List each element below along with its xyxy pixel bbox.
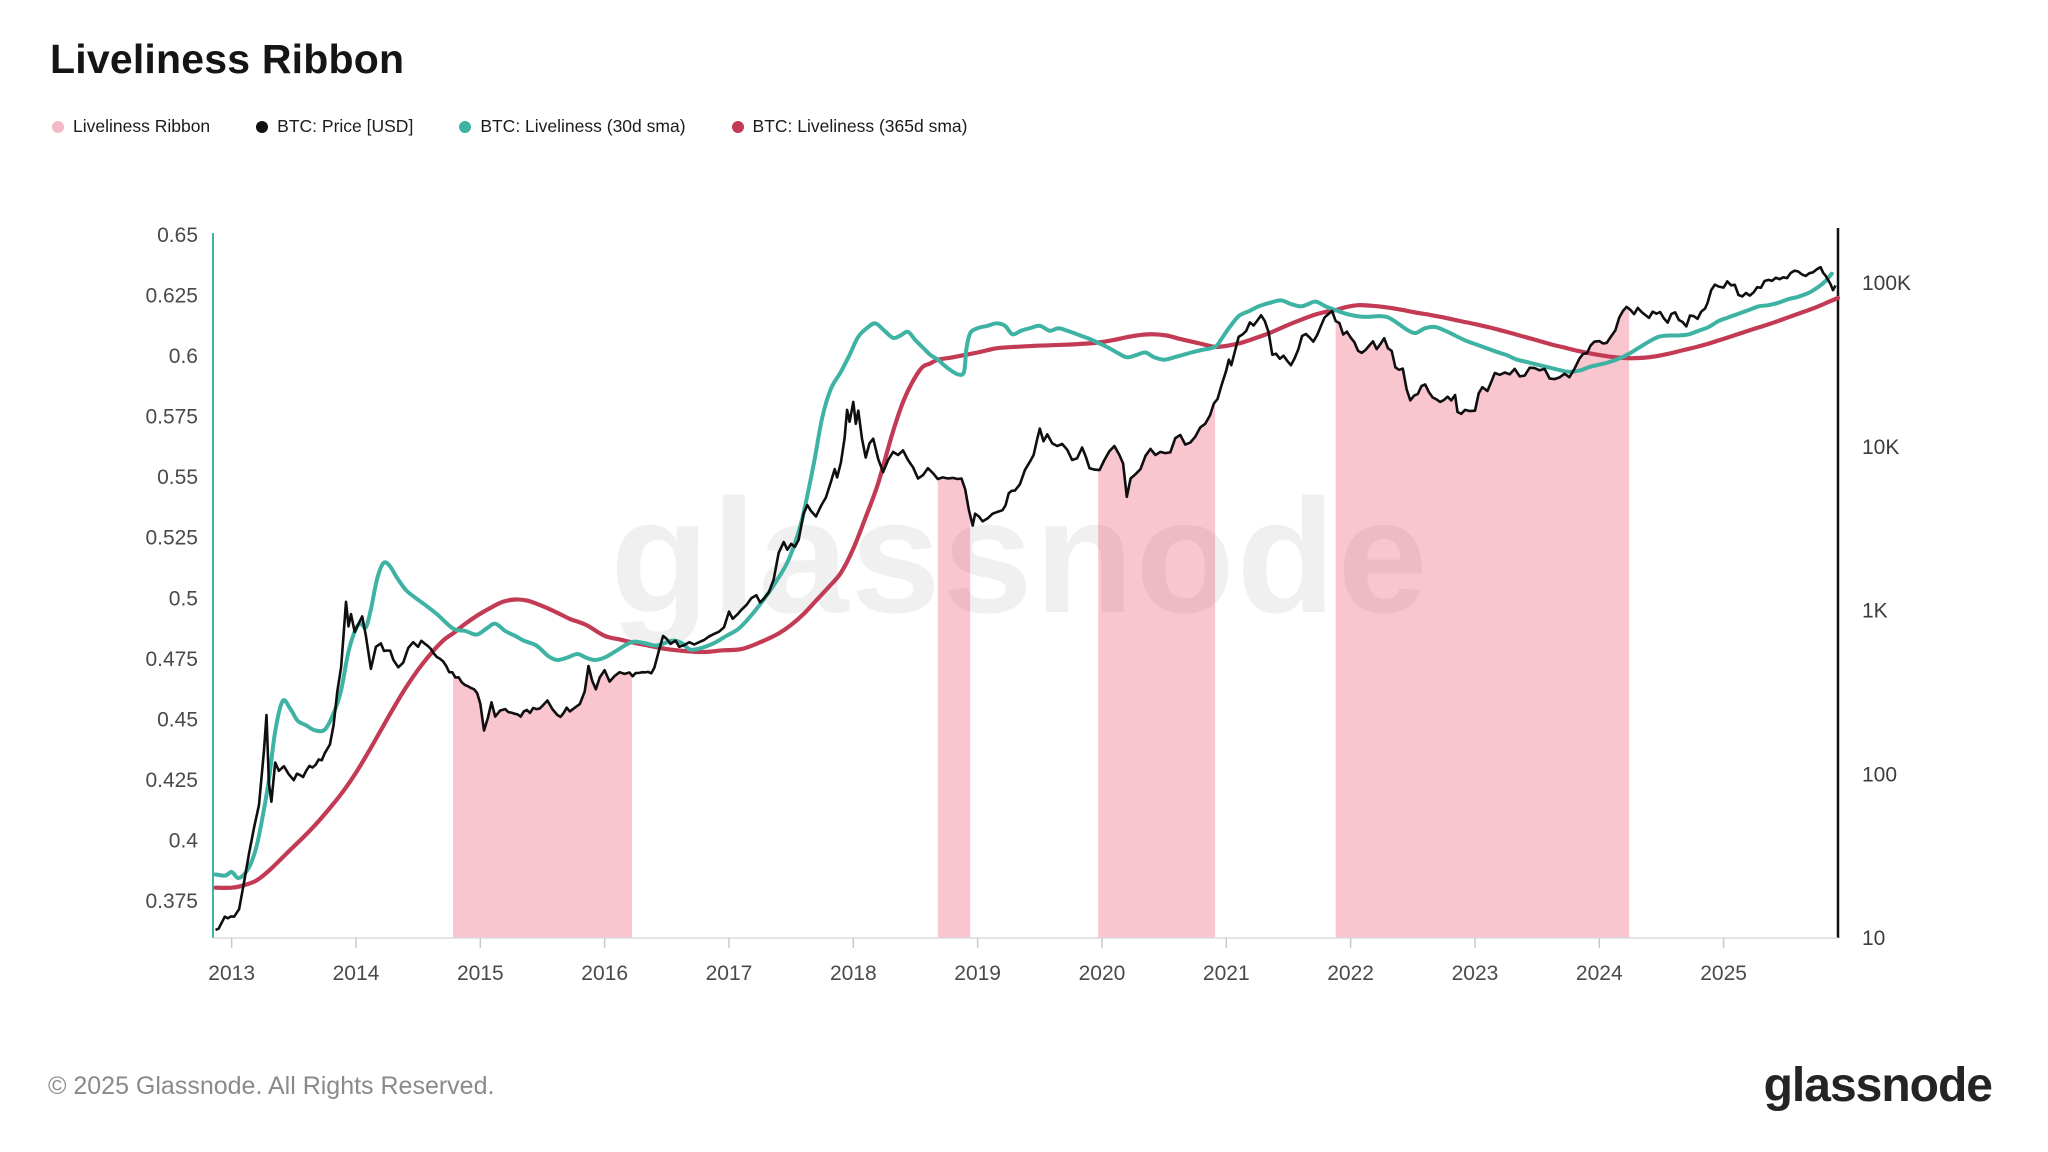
price-line bbox=[215, 265, 1837, 932]
x-tick-label: 2021 bbox=[1203, 962, 1250, 985]
legend-label: Liveliness Ribbon bbox=[73, 116, 211, 136]
ribbon-band bbox=[937, 477, 971, 938]
liveliness-30d-line bbox=[213, 271, 1834, 881]
x-tick-label: 2018 bbox=[830, 962, 877, 985]
y-left-tick-label: 0.4 bbox=[169, 829, 199, 852]
x-tick-label: 2022 bbox=[1327, 962, 1374, 985]
legend-dot-teal bbox=[459, 120, 472, 133]
watermark: glassnode bbox=[610, 466, 1429, 647]
glassnode-logo: glassnode bbox=[1763, 1059, 1993, 1112]
legend-item-liveliness-365d[interactable]: BTC: Liveliness (365d sma) bbox=[731, 116, 968, 137]
legend-label: BTC: Liveliness (365d sma) bbox=[752, 116, 968, 136]
page-title: Liveliness Ribbon bbox=[50, 36, 405, 82]
y-right-tick-label: 100K bbox=[1862, 272, 1911, 295]
y-left-tick-label: 0.575 bbox=[145, 406, 198, 429]
legend-dot-red bbox=[731, 120, 744, 133]
legend-dot-pink bbox=[52, 120, 64, 133]
x-tick-label: 2024 bbox=[1576, 962, 1623, 985]
y-left-tick-label: 0.525 bbox=[145, 527, 198, 550]
y-left-tick-label: 0.625 bbox=[145, 285, 198, 308]
legend-item-liveliness-30d[interactable]: BTC: Liveliness (30d sma) bbox=[459, 116, 686, 137]
ribbon-band bbox=[453, 666, 632, 938]
copyright-text: © 2025 Glassnode. All Rights Reserved. bbox=[48, 1072, 495, 1100]
x-tick-label: 2019 bbox=[954, 962, 1001, 985]
x-tick-label: 2016 bbox=[581, 962, 628, 985]
ribbon-band bbox=[1335, 306, 1630, 938]
ribbon-band bbox=[1098, 401, 1216, 938]
y-left-tick-label: 0.425 bbox=[145, 769, 198, 792]
legend-item-btc-price[interactable]: BTC: Price [USD] bbox=[256, 116, 413, 137]
y-left-tick-label: 0.5 bbox=[169, 587, 198, 610]
y-left-tick-label: 0.45 bbox=[157, 708, 198, 731]
y-left-tick-label: 0.55 bbox=[157, 466, 198, 489]
y-right-tick-label: 10 bbox=[1862, 927, 1885, 950]
y-left-tick-label: 0.375 bbox=[145, 890, 198, 913]
chart-canvas[interactable]: glassnode 2013 2014 2015 2016 2017 2018 2019 202… bbox=[0, 0, 2048, 1020]
legend: Liveliness Ribbon BTC: Price [USD] BTC: … bbox=[52, 116, 967, 137]
x-tick-label: 2020 bbox=[1079, 962, 1126, 985]
x-tick-label: 2025 bbox=[1700, 962, 1747, 985]
legend-label: BTC: Liveliness (30d sma) bbox=[480, 116, 686, 136]
y-right-tick-label: 10K bbox=[1862, 436, 1899, 459]
y-right-tick-label: 100 bbox=[1862, 763, 1897, 786]
y-left-tick-label: 0.475 bbox=[145, 648, 198, 671]
legend-item-liveliness-ribbon[interactable]: Liveliness Ribbon bbox=[52, 116, 210, 137]
x-tick-label: 2015 bbox=[457, 962, 504, 985]
y-left-tick-label: 0.65 bbox=[157, 224, 198, 247]
legend-dot-black bbox=[256, 120, 269, 133]
x-tick-label: 2013 bbox=[208, 962, 255, 985]
x-tick-label: 2023 bbox=[1452, 962, 1499, 985]
x-tick-label: 2014 bbox=[333, 962, 380, 985]
y-left-tick-label: 0.6 bbox=[169, 345, 198, 368]
legend-label: BTC: Price [USD] bbox=[277, 116, 414, 136]
x-tick-label: 2017 bbox=[706, 962, 753, 985]
y-right-tick-label: 1K bbox=[1862, 600, 1888, 623]
